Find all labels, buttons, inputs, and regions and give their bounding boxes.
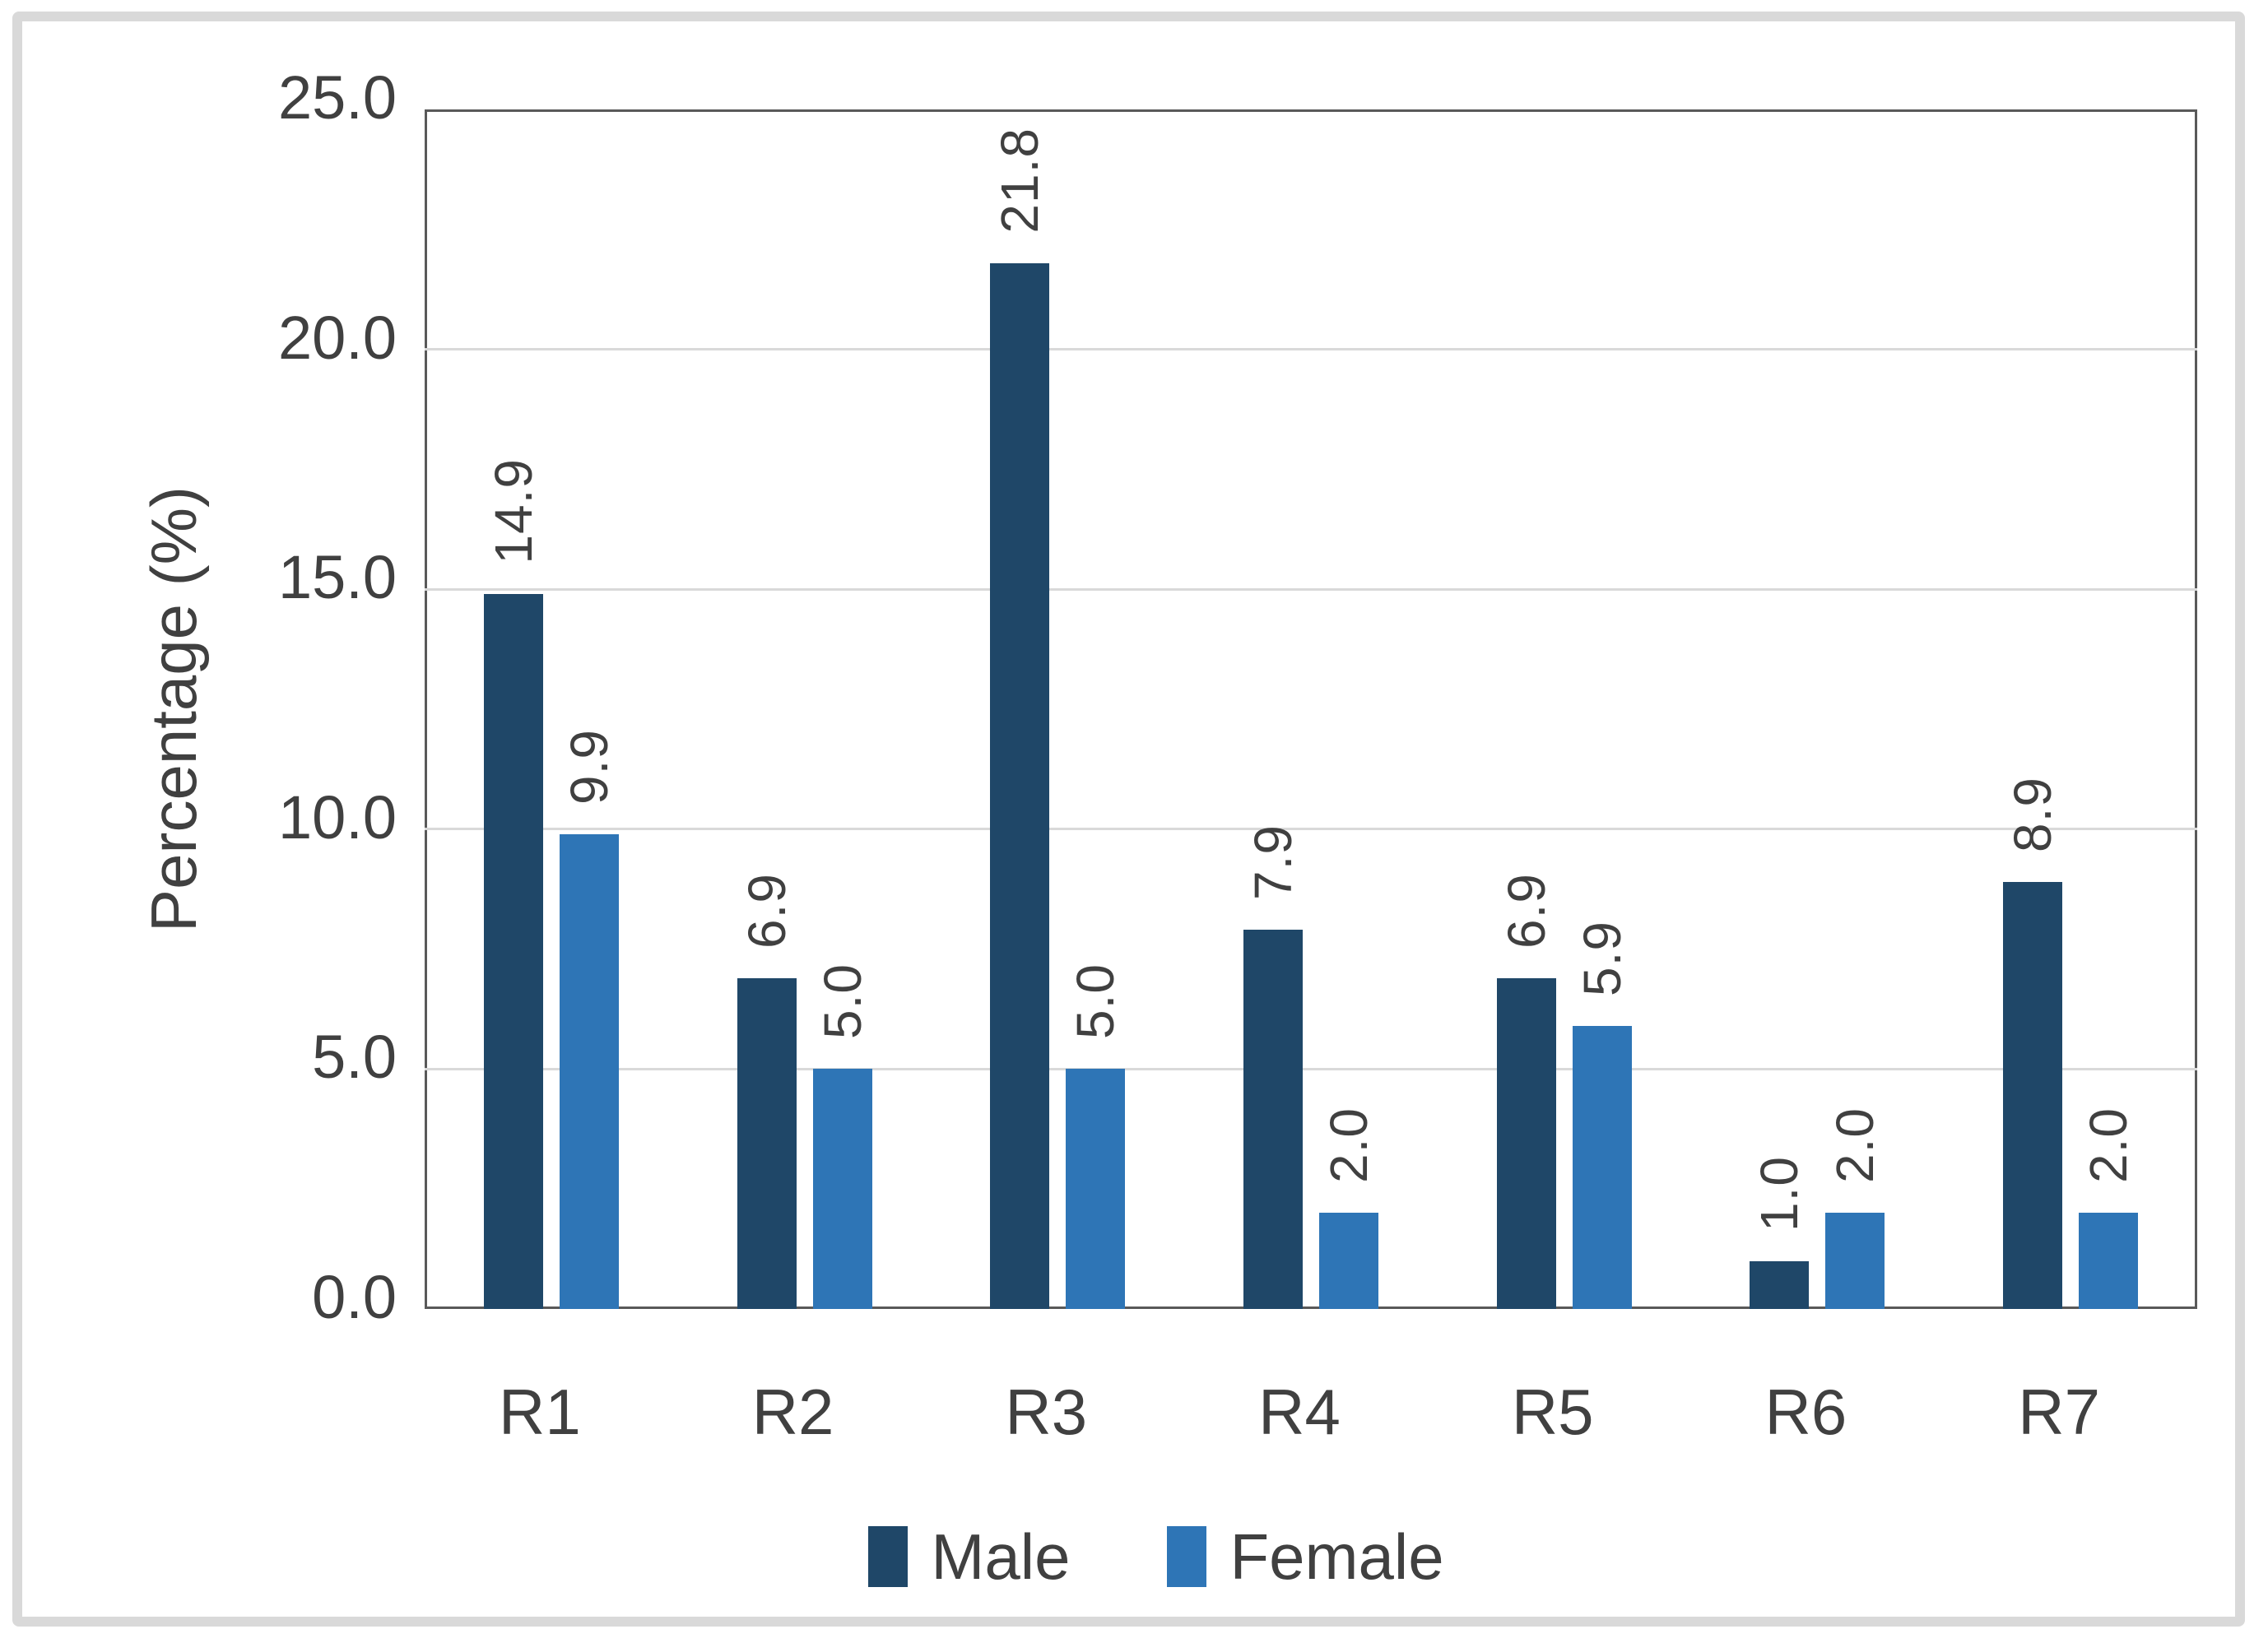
gridline xyxy=(425,828,2197,831)
y-axis-title-wrap: Percentage (%) xyxy=(128,109,220,1309)
bar-value-label-male-r4: 7.9 xyxy=(1243,824,1303,901)
bar-male-r1 xyxy=(483,594,543,1309)
bar-value-label-male-r6: 1.0 xyxy=(1750,1155,1810,1232)
legend-item-male: Male xyxy=(868,1517,1070,1596)
bar-value-label-male-r1: 14.9 xyxy=(483,458,543,565)
chart-outer-frame: Percentage (%) 0.0 5.0 10.0 15.0 20.0 25.0 14… xyxy=(12,12,2245,1627)
x-tick-label-r6: R6 xyxy=(1764,1376,1847,1448)
plot-area: 14.9 9.9 6.9 5.0 21.8 5.0 7.9 2.0 6.9 5.9 1.0 2.0 8.… xyxy=(425,109,2197,1309)
bar-female-r6 xyxy=(1825,1213,1885,1309)
legend-label-male: Male xyxy=(931,1520,1071,1593)
x-tick-label-r4: R4 xyxy=(1258,1376,1341,1448)
bar-value-label-male-r3: 21.8 xyxy=(990,128,1050,234)
bar-value-label-female-r1: 9.9 xyxy=(559,728,619,805)
bar-value-label-male-r5: 6.9 xyxy=(1496,872,1556,949)
bar-value-label-female-r2: 5.0 xyxy=(812,963,872,1040)
y-tick-label: 20.0 xyxy=(277,303,397,372)
bar-value-label-female-r7: 2.0 xyxy=(2079,1107,2139,1184)
bar-female-r3 xyxy=(1066,1069,1126,1309)
legend: Male Female xyxy=(22,1509,2268,1604)
bar-male-r3 xyxy=(990,262,1050,1309)
bar-female-r4 xyxy=(1319,1213,1378,1309)
y-tick-label: 0.0 xyxy=(312,1263,397,1331)
y-tick-label: 10.0 xyxy=(277,782,397,852)
gridline xyxy=(425,587,2197,591)
bar-male-r6 xyxy=(1750,1260,1810,1309)
bar-value-label-male-r7: 8.9 xyxy=(2003,776,2063,852)
bar-female-r1 xyxy=(559,833,619,1309)
bar-value-label-female-r5: 5.9 xyxy=(1572,920,1632,996)
bar-value-label-male-r2: 6.9 xyxy=(737,872,797,949)
bar-value-label-female-r3: 5.0 xyxy=(1066,963,1126,1040)
y-tick-label: 5.0 xyxy=(312,1023,397,1092)
y-tick-label: 25.0 xyxy=(277,63,397,132)
bar-male-r4 xyxy=(1243,930,1303,1309)
bar-male-r5 xyxy=(1496,977,1556,1309)
male-series-swatch-icon xyxy=(868,1526,909,1587)
x-tick-label-r5: R5 xyxy=(1511,1376,1594,1448)
bar-value-label-female-r4: 2.0 xyxy=(1319,1107,1378,1184)
bar-female-r7 xyxy=(2079,1213,2139,1309)
bar-female-r2 xyxy=(812,1069,872,1309)
y-tick-label: 15.0 xyxy=(277,543,397,612)
legend-item-female: Female xyxy=(1167,1517,1444,1596)
bar-female-r5 xyxy=(1572,1025,1632,1309)
x-tick-label-r2: R2 xyxy=(751,1376,834,1448)
x-tick-label-r7: R7 xyxy=(2018,1376,2100,1448)
female-series-swatch-icon xyxy=(1167,1526,1207,1587)
gridline xyxy=(425,1067,2197,1070)
gridline xyxy=(425,348,2197,351)
bar-value-label-female-r6: 2.0 xyxy=(1825,1107,1885,1184)
bar-male-r2 xyxy=(737,977,797,1309)
x-tick-label-r3: R3 xyxy=(1005,1376,1088,1448)
legend-label-female: Female xyxy=(1229,1520,1444,1593)
bar-male-r7 xyxy=(2003,881,2063,1309)
x-tick-label-r1: R1 xyxy=(498,1376,581,1448)
